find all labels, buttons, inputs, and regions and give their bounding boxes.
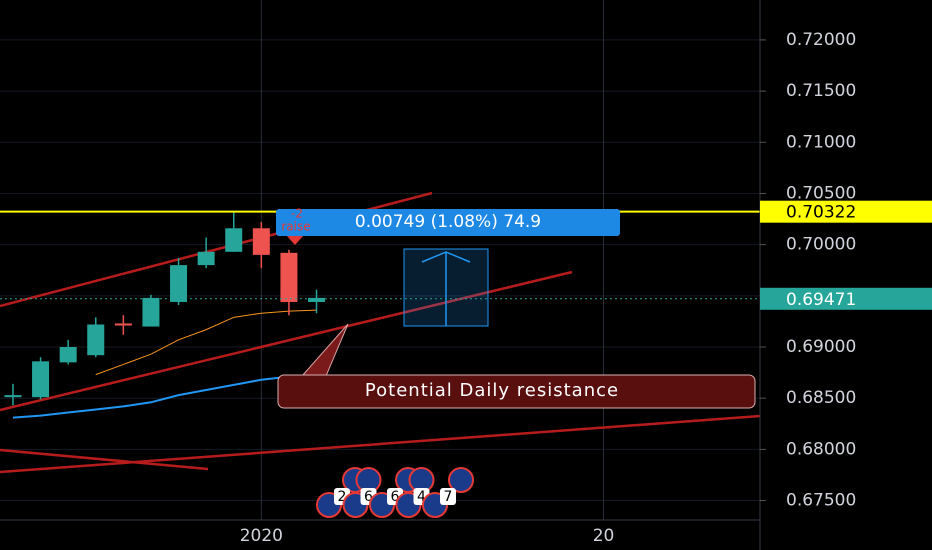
event-count: 7	[444, 489, 453, 505]
candle-body	[142, 297, 160, 327]
price-label-box	[760, 200, 932, 223]
measure-label-box	[276, 209, 620, 236]
event-count-box	[440, 488, 456, 505]
y-tick-label: 0.70500	[786, 183, 856, 203]
callout-box	[277, 374, 756, 409]
signal-count: -2	[291, 207, 303, 221]
moving-average	[12, 375, 290, 419]
event-count: 6	[364, 489, 373, 505]
y-tick-label: 0.67500	[786, 491, 856, 511]
marks	[0, 210, 760, 419]
candle-body	[308, 297, 326, 302]
x-tick-label: 20	[593, 526, 615, 546]
y-tick-label: 0.70000	[786, 235, 856, 255]
y-tick-label: 0.68000	[786, 439, 856, 459]
trend-line	[0, 448, 209, 471]
y-tick-label: 0.69000	[786, 337, 856, 357]
y-tick-label: 0.71500	[786, 81, 856, 101]
price-label: 0.70322	[786, 203, 856, 223]
event-badge-flag	[448, 467, 474, 493]
price-label: 0.69471	[786, 290, 856, 310]
candle-body	[252, 228, 270, 255]
measure-label: 0.00749 (1.08%) 74.9	[355, 212, 541, 232]
event-count: 4	[417, 489, 426, 505]
candle-body	[225, 228, 243, 252]
y-tick-label: 0.72000	[786, 30, 856, 50]
candle-body	[280, 252, 298, 302]
event-count: 2	[338, 489, 347, 505]
price-label-box	[760, 287, 932, 310]
candle-body	[59, 347, 77, 363]
signal-label: raise	[281, 220, 310, 234]
candle-body	[170, 265, 188, 302]
y-tick-label: 0.71000	[786, 132, 856, 152]
moving-average	[95, 309, 317, 376]
candle-body	[87, 324, 105, 356]
candle-body	[114, 323, 132, 326]
signal-arrow	[287, 236, 303, 245]
events: 2 6 6 4 7	[316, 467, 474, 518]
x-tick-label: 2020	[240, 526, 283, 546]
trend-line	[0, 270, 573, 412]
axes: 0.675000.680000.685000.690000.695000.700…	[240, 30, 932, 546]
callout-text: Potential Daily resistance	[365, 380, 619, 401]
candle-body	[4, 395, 22, 398]
y-tick-label: 0.68500	[786, 388, 856, 408]
event-count: 6	[391, 489, 400, 505]
measure-arrow-head	[421, 251, 471, 263]
candle-body	[197, 251, 215, 266]
candle-body	[32, 361, 50, 398]
